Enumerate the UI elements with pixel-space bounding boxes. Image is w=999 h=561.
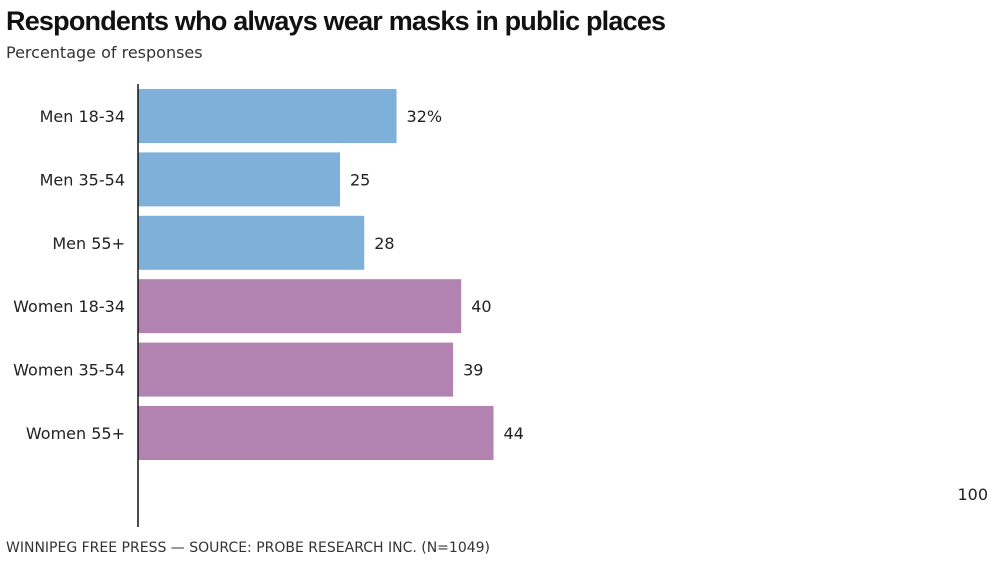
category-label: Men 18-34 bbox=[40, 107, 125, 126]
data-label: 32% bbox=[407, 107, 443, 126]
chart-title: Respondents who always wear masks in pub… bbox=[6, 6, 666, 36]
data-label: 25 bbox=[350, 170, 370, 189]
bar-5 bbox=[138, 406, 494, 460]
category-label: Women 18-34 bbox=[13, 297, 125, 316]
bar-0 bbox=[138, 89, 397, 143]
bar-3 bbox=[138, 279, 462, 334]
category-label: Women 35-54 bbox=[13, 361, 125, 380]
source-note: WINNIPEG FREE PRESS — SOURCE: PROBE RESE… bbox=[6, 540, 491, 556]
bar-4 bbox=[138, 342, 454, 397]
data-label: 28 bbox=[374, 234, 394, 253]
chart-subtitle: Percentage of responses bbox=[6, 43, 203, 62]
data-label: 39 bbox=[463, 361, 483, 380]
category-label: Women 55+ bbox=[26, 424, 125, 443]
data-label: 44 bbox=[504, 424, 524, 443]
bar-2 bbox=[138, 215, 365, 270]
data-label: 40 bbox=[471, 297, 491, 316]
x-tick-label: 100 bbox=[957, 485, 988, 504]
category-label: Men 35-54 bbox=[40, 170, 125, 189]
category-label: Men 55+ bbox=[52, 234, 125, 253]
bar-1 bbox=[138, 152, 340, 207]
